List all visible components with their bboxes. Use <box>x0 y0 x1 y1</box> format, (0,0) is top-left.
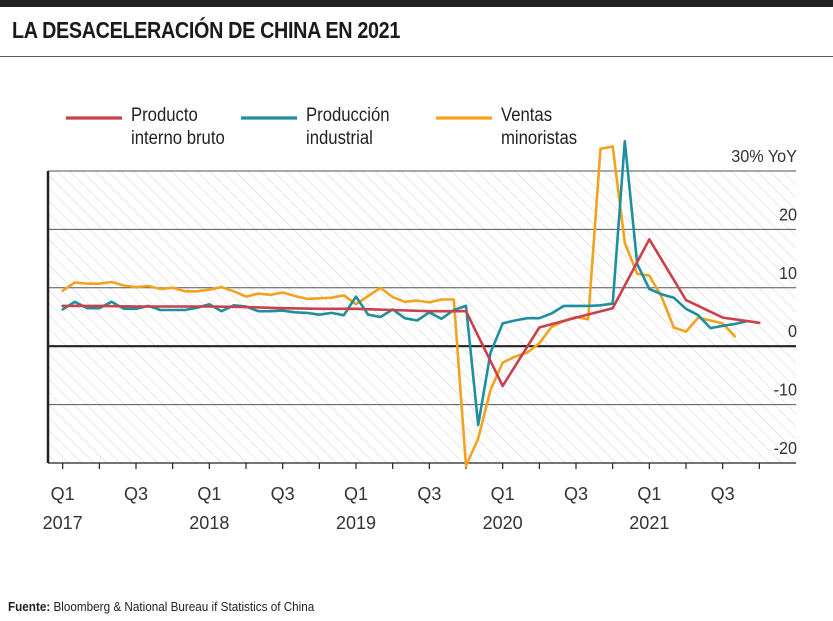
y-tick-label: 30% YoY <box>731 146 797 166</box>
x-tick-label: Q1 <box>637 484 661 504</box>
legend: Producto interno bruto Producción industria… <box>66 104 577 148</box>
y-tick-label: 20 <box>779 205 797 225</box>
legend-label: Producción industrial <box>306 104 390 148</box>
source-note: Fuente: Bloomberg & National Bureau if S… <box>8 599 314 614</box>
legend-label-line: Producto <box>131 104 198 125</box>
legend-label: Producto interno bruto <box>131 104 225 148</box>
series-line-1 <box>61 139 749 427</box>
x-tick-label: Q3 <box>711 484 735 504</box>
legend-label-line: interno bruto <box>131 127 225 148</box>
series-lines <box>61 139 761 468</box>
legend-label-line: minoristas <box>501 127 577 148</box>
source-label: Fuente: <box>8 599 51 614</box>
x-tick-label: Q3 <box>564 484 588 504</box>
y-tick-label: 10 <box>779 263 797 283</box>
title-divider <box>0 56 833 57</box>
y-tick-label: 0 <box>788 321 797 341</box>
x-tick-label: Q3 <box>417 484 441 504</box>
x-year-label: 2020 <box>483 513 523 533</box>
x-tick-label: Q3 <box>124 484 148 504</box>
x-year-label: 2017 <box>43 513 83 533</box>
x-axis: Q1 2017 Q3 Q1 2018 Q3 Q1 2019 Q3 Q1 2020 Q3 Q1 2021 Q3 <box>43 462 796 533</box>
y-tick-label: -10 <box>774 380 797 400</box>
x-year-label: 2018 <box>189 513 229 533</box>
top-bar <box>0 0 833 7</box>
legend-label-line: Ventas <box>501 104 552 125</box>
chart-title: LA DESACELERACIÓN DE CHINA EN 2021 <box>12 17 401 43</box>
legend-label: Ventas minoristas <box>501 104 577 148</box>
series-line-0 <box>61 238 761 388</box>
y-tick-label: -20 <box>774 438 797 458</box>
x-tick-label: Q1 <box>491 484 515 504</box>
x-year-label: 2021 <box>629 513 669 533</box>
x-tick-label: Q1 <box>344 484 368 504</box>
x-year-label: 2019 <box>336 513 376 533</box>
x-tick-label: Q1 <box>197 484 221 504</box>
y-axis-labels: 30% YoY 20 10 0 -10 -20 <box>731 146 797 458</box>
chart: 30% YoY 20 10 0 -10 -20 Q1 2017 Q3 Q1 2018 Q3 Q1 201… <box>43 104 798 533</box>
x-tick-label: Q3 <box>271 484 295 504</box>
legend-label-line: industrial <box>306 127 373 148</box>
legend-label-line: Producción <box>306 104 390 125</box>
series-line-2 <box>61 145 737 468</box>
source-text: Bloomberg & National Bureau if Statistic… <box>50 599 315 614</box>
x-tick-label: Q1 <box>51 484 75 504</box>
